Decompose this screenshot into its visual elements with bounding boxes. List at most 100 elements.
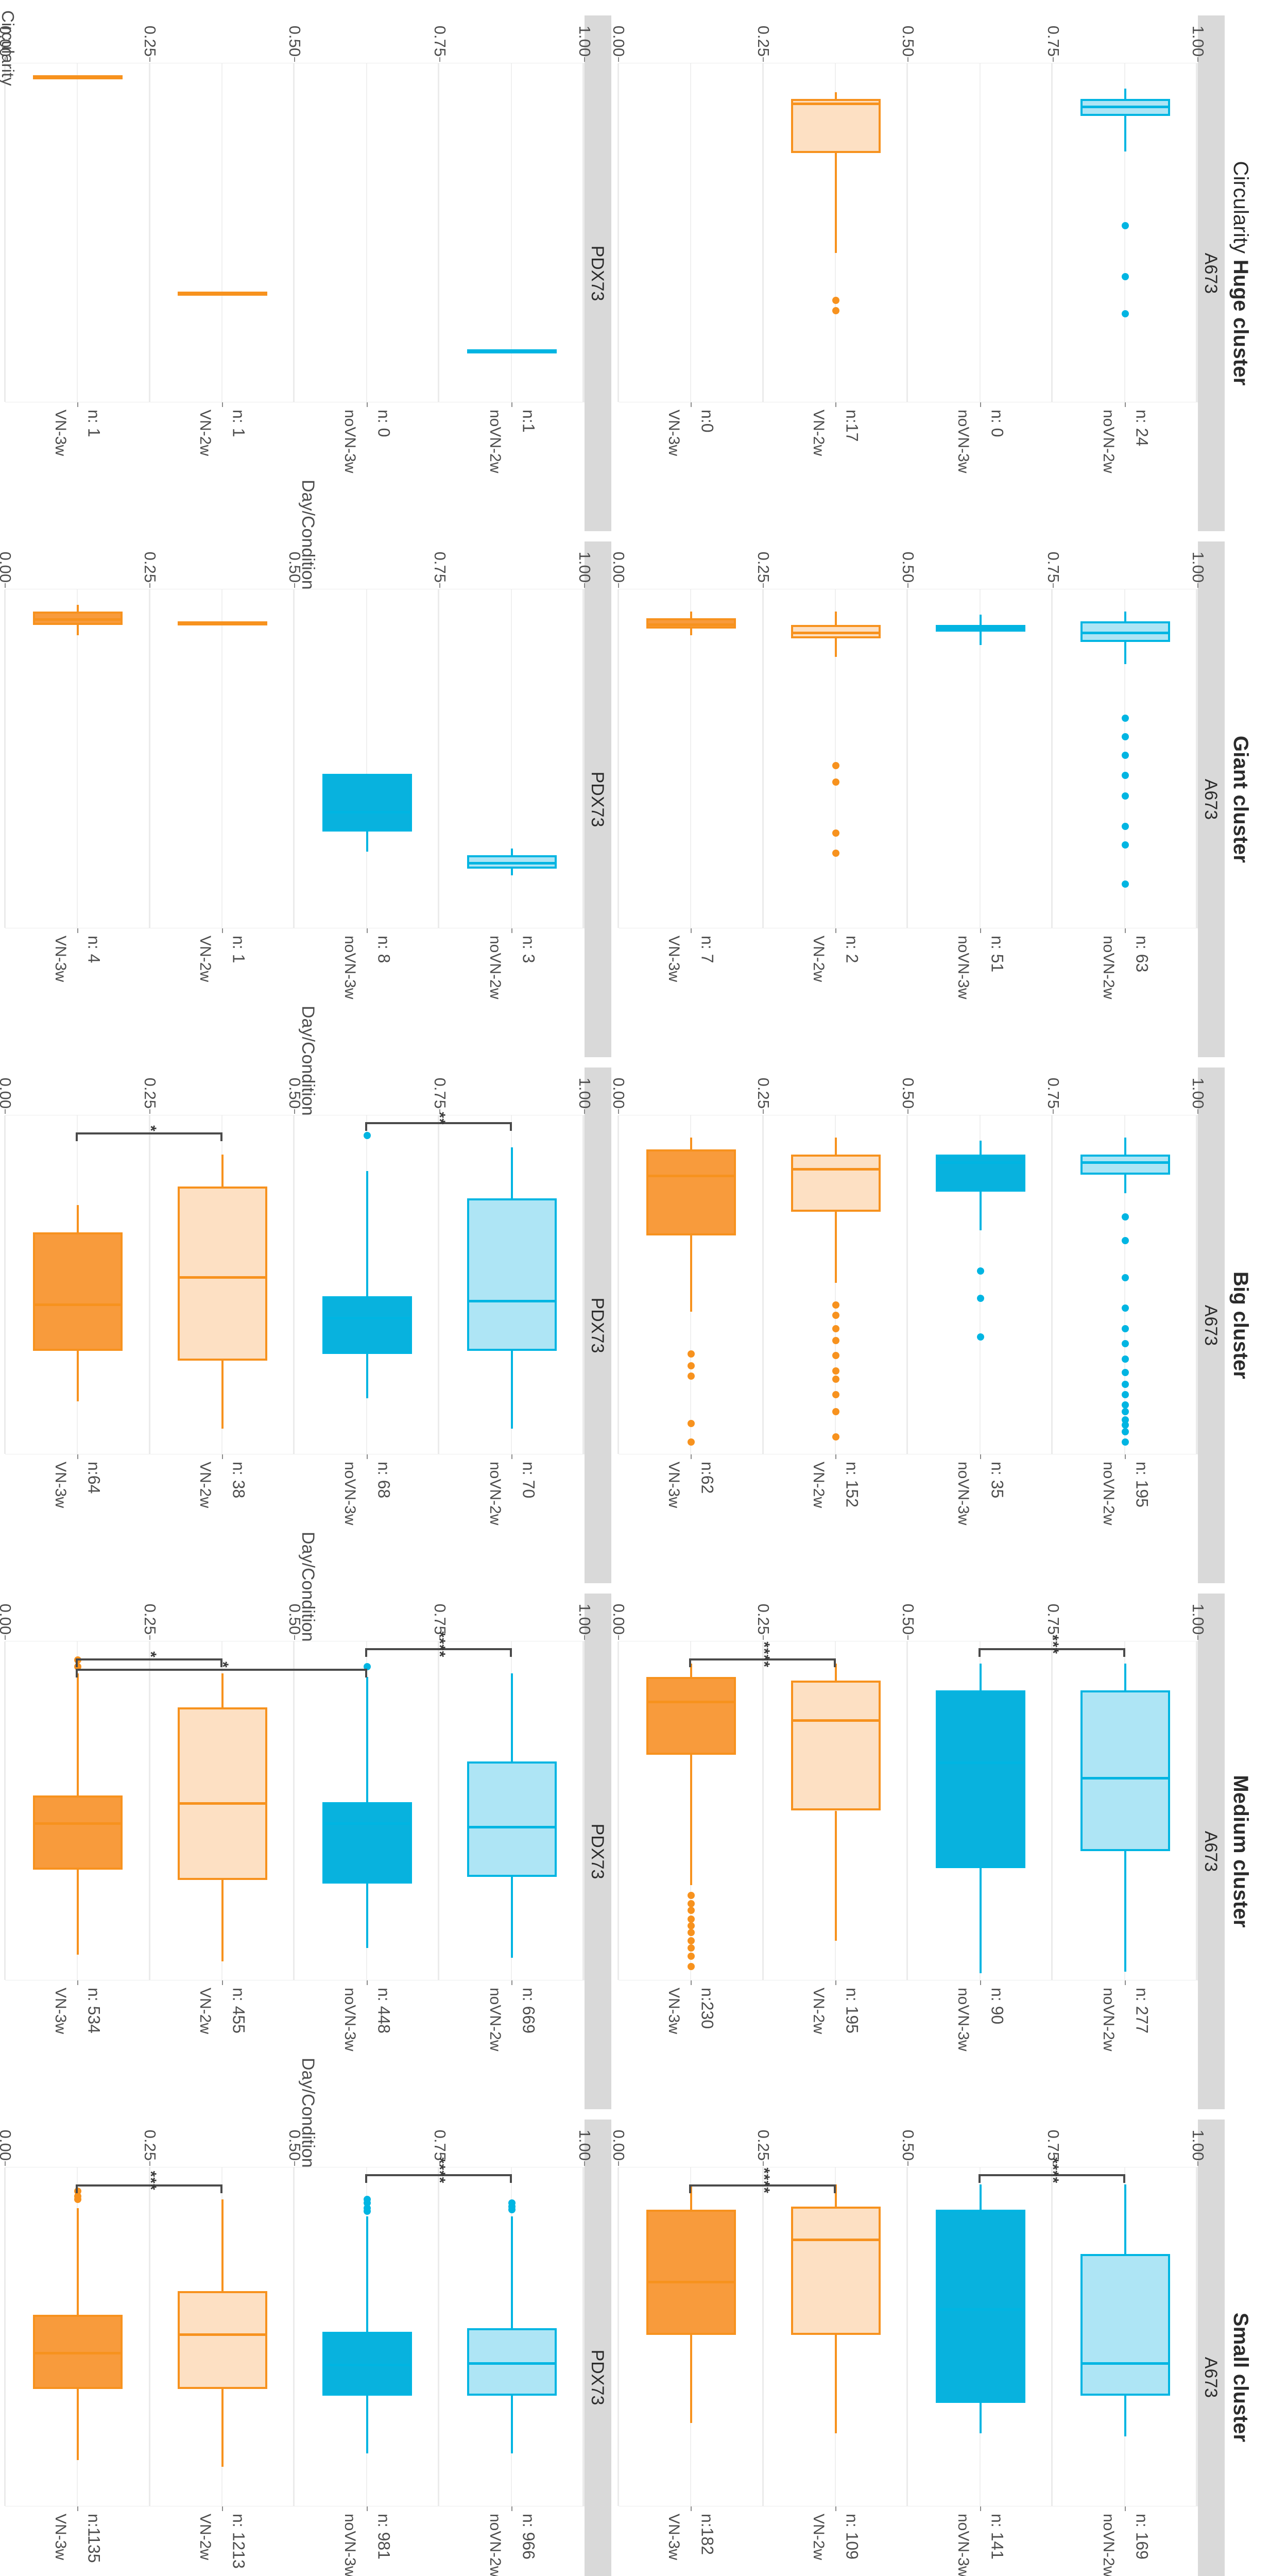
boxplot-outlier-point <box>832 1336 840 1344</box>
x-axis-tick-mark <box>77 928 78 933</box>
y-axis-tick-label: 0.75 <box>1044 25 1062 57</box>
y-axis-tick-mark <box>294 57 296 62</box>
y-axis-tick-label: 0.75 <box>1044 2129 1062 2161</box>
x-axis-tick-mark <box>1125 2506 1126 2511</box>
y-axis-tick-mark <box>763 1109 764 1114</box>
box-n-label: n: 109 <box>843 2514 862 2560</box>
box-n-label: n: 169 <box>1132 2514 1152 2560</box>
boxplot-median-line <box>1080 106 1170 109</box>
boxplot-outlier-point <box>688 1438 695 1446</box>
plot-wrapper: 0.00 0.25 0.50 0.75 1.00 **** **** n: 169 noVN-2… <box>610 2120 1207 2576</box>
y-axis-tick-mark <box>618 583 619 588</box>
y-axis-tick-label: 0.75 <box>431 1603 449 1635</box>
boxplot-outlier-point <box>832 829 840 837</box>
y-axis-tick-mark <box>584 1635 585 1640</box>
significance-bracket: **** <box>619 1641 1197 1980</box>
box-n-label: n: 448 <box>374 1988 393 2033</box>
box-n-label: n: 3 <box>519 936 538 963</box>
x-axis-tick-mark <box>690 928 692 933</box>
x-axis-tick-mark <box>1125 928 1126 933</box>
boxplot-whisker <box>690 1137 693 1149</box>
boxplot-whisker <box>979 615 982 625</box>
significance-stars: * <box>142 1125 159 1132</box>
gridline-minor <box>366 589 367 928</box>
boxplot-whisker <box>835 1212 837 1283</box>
x-axis-tick-mark <box>221 402 223 407</box>
y-axis-tick-mark <box>294 1109 296 1114</box>
boxplot-box <box>1080 1154 1170 1175</box>
boxplot-outlier-point <box>1121 222 1129 230</box>
facet-a673: A673 0.00 0.25 0.50 0.75 1.00 n: 195 noVN-2w n: … <box>610 1067 1225 1583</box>
x-axis-tick-mark <box>367 1454 368 1459</box>
boxplot-outlier-point <box>1121 1416 1129 1424</box>
x-axis-category-label: VN-2w <box>810 410 828 456</box>
cluster-panel-small: Small cluster A673 0.00 0.25 0.50 0.75 1.00 ***… <box>0 2114 1257 2576</box>
x-axis-category-label: VN-3w <box>665 2514 682 2561</box>
x-axis-tick-mark <box>835 402 836 407</box>
x-axis-category-label: noVN-3w <box>341 2514 359 2576</box>
boxplot-outlier-point <box>832 1367 840 1375</box>
cluster-panel-title: Medium cluster <box>1225 1594 1257 2109</box>
boxplot-median-line <box>467 349 557 352</box>
panel-title-text: Huge cluster <box>1229 259 1252 386</box>
y-axis-tick-mark <box>584 583 585 588</box>
boxplot-box <box>791 98 881 154</box>
y-axis-tick-label: 0.75 <box>431 1077 449 1109</box>
box-n-label: n:17 <box>843 410 862 442</box>
panel-title-text: Small cluster <box>1229 2312 1252 2443</box>
significance-bracket-arm <box>76 1132 78 1141</box>
x-axis-tick-mark <box>221 1454 223 1459</box>
x-axis-tick-mark <box>835 1980 836 1985</box>
y-axis-tick-mark <box>149 2161 151 2166</box>
x-axis-category-label: noVN-2w <box>1100 1988 1117 2052</box>
y-axis: 0.00 0.25 0.50 0.75 1.00 <box>610 15 1207 63</box>
facet-pdx73: PDX73 0.00 0.25 0.50 0.75 1.00 n:1 noVN-2w n: 0 n… <box>0 15 611 590</box>
x-axis: n: 3 noVN-2w n: 8 noVN-3w n: 1 VN-2w n: 4 VN-3w… <box>5 928 585 1116</box>
y-axis: 0.00 0.25 0.50 0.75 1.00 <box>0 1594 594 1641</box>
y-axis-tick-mark <box>1052 583 1054 588</box>
x-axis-tick-mark <box>1125 402 1126 407</box>
gridline-major <box>617 1115 619 1454</box>
x-axis-tick-mark <box>1125 1454 1126 1459</box>
y-axis-tick-mark <box>1197 1109 1198 1114</box>
x-axis-tick-mark <box>690 1980 692 1985</box>
facet-strip-label: PDX73 <box>585 1067 611 1583</box>
y-axis-tick-label: 1.00 <box>1189 2129 1207 2161</box>
facet-strip-label: A673 <box>1198 1067 1225 1583</box>
boxplot-outlier-point <box>1121 1304 1129 1312</box>
significance-bracket-arm <box>689 2184 692 2193</box>
y-axis-tick-mark <box>1197 583 1198 588</box>
boxplot-outlier-point <box>1121 1401 1129 1409</box>
plot-area: ** * <box>4 1112 585 1454</box>
gridline-major <box>1051 1115 1053 1454</box>
gridline-major <box>148 589 150 928</box>
x-axis-category-label: VN-2w <box>810 1988 828 2035</box>
x-axis-tick-mark <box>980 1980 982 1985</box>
y-axis-tick-label: 0.75 <box>431 2129 449 2161</box>
y-axis-tick-mark <box>763 1635 764 1640</box>
boxplot-outlier-point <box>976 1333 984 1341</box>
x-axis-category-label: VN-2w <box>197 1988 214 2035</box>
facet-strip-label: PDX73 <box>585 2120 611 2576</box>
x-axis-tick-mark <box>835 2506 836 2511</box>
box-n-label: n: 51 <box>988 936 1007 973</box>
plot-area: ******* <box>617 1635 1198 1980</box>
y-axis-tick-mark <box>439 57 440 62</box>
boxplot-whisker <box>979 1191 982 1231</box>
gridline-major <box>438 63 440 402</box>
x-axis: n: 169 noVN-2w n: 141 noVN-3w n: 109 VN-2w n:1… <box>619 2506 1198 2576</box>
significance-bracket-arm <box>834 1658 836 1667</box>
boxplot-outlier-point <box>1121 273 1129 280</box>
facet-strip-label: PDX73 <box>585 1594 611 2109</box>
boxplot-whisker <box>690 628 693 635</box>
gridline-minor <box>690 63 692 402</box>
boxplot-outlier-point <box>832 307 840 314</box>
y-axis: 0.00 0.25 0.50 0.75 1.00 <box>0 1067 594 1115</box>
x-axis-category-label: noVN-3w <box>955 1462 972 1526</box>
cluster-panel-title: Giant cluster <box>1225 541 1257 1057</box>
boxplot-median-line <box>791 102 881 105</box>
x-axis-category-label: VN-2w <box>810 936 828 982</box>
x-axis-category-label: VN-2w <box>810 1462 828 1509</box>
boxplot-whisker <box>835 611 837 625</box>
x-axis-category-label: VN-3w <box>52 410 69 456</box>
